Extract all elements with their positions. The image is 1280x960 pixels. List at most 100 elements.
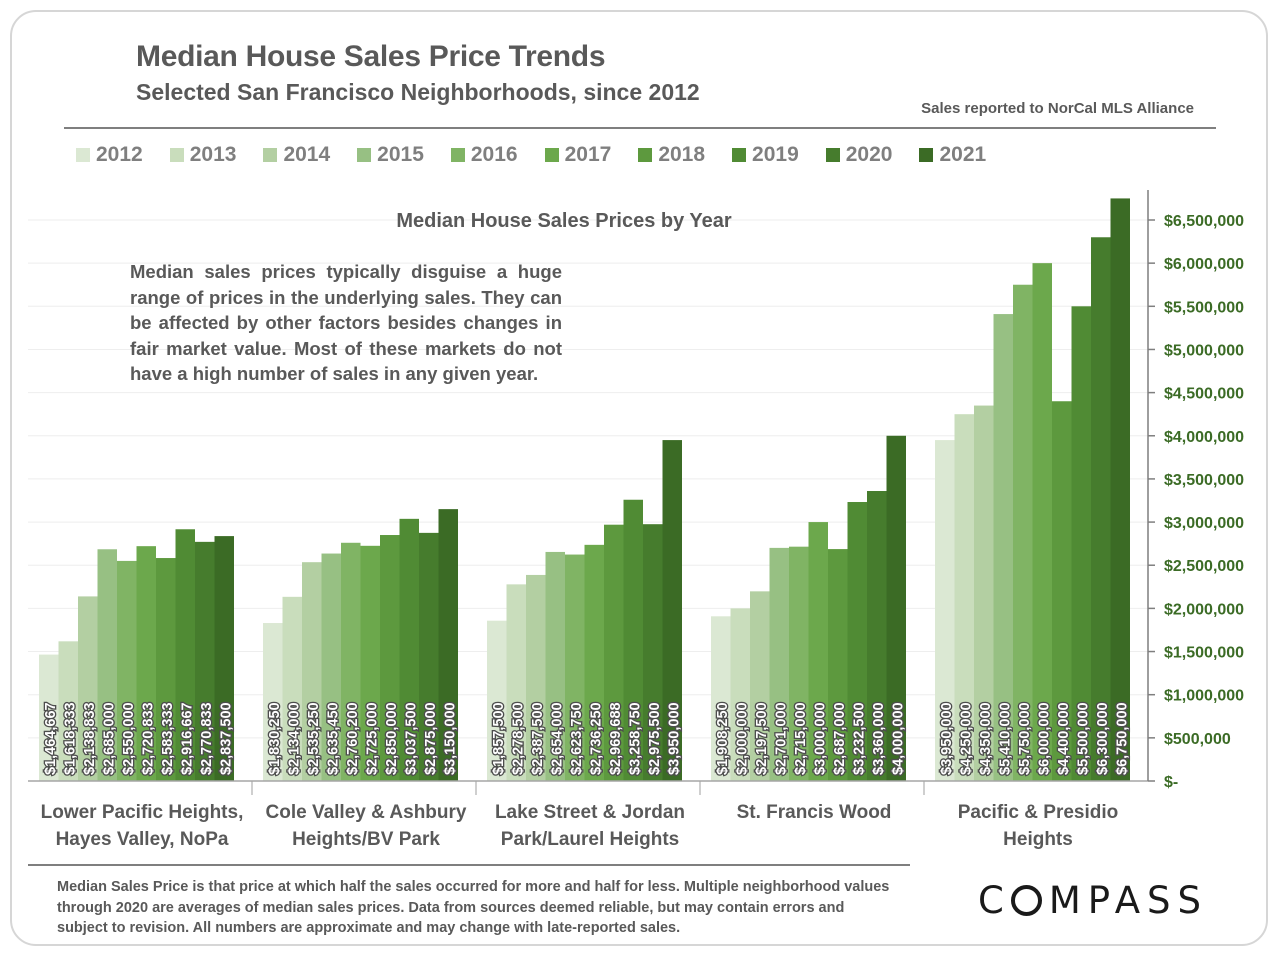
data-label: $3,950,000 (666, 702, 682, 775)
legend-label: 2021 (939, 143, 987, 166)
data-label: $2,720,833 (140, 702, 156, 775)
data-label: $2,975,500 (647, 702, 663, 775)
bar-2012 (487, 620, 507, 781)
data-label: $2,715,000 (793, 702, 809, 775)
bar-2012 (39, 654, 59, 781)
legend-swatch (263, 148, 278, 162)
data-label: $3,150,000 (442, 702, 458, 775)
data-label: $5,410,000 (997, 702, 1013, 775)
y-tick-label: $500,000 (1164, 731, 1231, 748)
legend-item-2015: 2015 (357, 143, 424, 167)
data-label: $3,232,500 (851, 702, 867, 775)
data-label: $2,623,750 (569, 702, 585, 775)
legend-label: 2019 (752, 143, 799, 166)
bar-2019 (399, 518, 419, 781)
bar-2017 (1032, 263, 1052, 782)
data-label: $2,770,833 (199, 702, 215, 775)
data-label: $2,837,500 (218, 702, 234, 775)
chart-title: Median House Sales Prices by Year (396, 210, 732, 232)
legend-label: 2017 (564, 143, 612, 166)
bar-2021 (214, 536, 234, 781)
bar-2014 (78, 596, 98, 781)
legend-item-2013: 2013 (169, 143, 237, 167)
bar-2018 (380, 535, 400, 781)
bar-2019 (175, 529, 195, 781)
bar-2012 (935, 440, 955, 781)
bar-2018 (828, 549, 848, 781)
bar-2016 (117, 560, 137, 781)
data-label: $3,037,500 (403, 702, 419, 775)
footnote: Median Sales Price is that price at whic… (57, 879, 890, 936)
data-label: $2,583,333 (160, 702, 176, 775)
legend-item-2018: 2018 (638, 143, 705, 167)
x-tick-label: Lower Pacific Heights, (41, 802, 244, 823)
data-label: $4,250,000 (958, 702, 974, 775)
bar-2016 (565, 554, 585, 781)
legend-item-2016: 2016 (450, 143, 518, 167)
y-tick-label: $6,500,000 (1164, 213, 1244, 230)
y-tick-label: $1,500,000 (1164, 645, 1244, 662)
data-label: $4,000,000 (890, 702, 906, 775)
legend-label: 2013 (189, 143, 237, 166)
top-divider (64, 127, 1216, 129)
legend-swatch (732, 148, 747, 162)
bar-2015 (545, 551, 565, 781)
legend-label: 2015 (377, 143, 424, 166)
bar-2015 (97, 549, 117, 781)
data-label: $2,916,667 (179, 702, 195, 775)
legend-swatch (76, 148, 90, 162)
source-note: Sales reported to NorCal MLS Alliance (921, 100, 1194, 117)
bar-2017 (808, 522, 828, 781)
bar-2013 (58, 641, 78, 781)
legend-item-2014: 2014 (263, 143, 330, 167)
logo-o-ring-icon (1010, 885, 1042, 916)
bar-2018 (604, 524, 624, 781)
legend-swatch (450, 148, 465, 162)
y-tick-label: $1,000,000 (1164, 688, 1244, 705)
data-label: $2,687,000 (832, 702, 848, 775)
data-label: $2,736,250 (588, 702, 604, 775)
data-label: $1,464,667 (43, 702, 59, 775)
data-label: $2,000,000 (734, 702, 750, 775)
data-label: $4,350,000 (978, 702, 994, 775)
compass-logo: C MPASS (978, 879, 1208, 922)
bar-2013 (730, 608, 750, 781)
data-label: $2,654,000 (549, 702, 565, 775)
data-label: $3,258,750 (627, 702, 643, 775)
chart-annotation: Median sales prices typically disguise a… (130, 261, 562, 384)
legend-item-2017: 2017 (544, 143, 612, 167)
x-tick-label: Heights/BV Park (292, 829, 440, 850)
bottom-divider (28, 864, 910, 866)
bar-2014 (974, 405, 994, 781)
bar-2018 (1052, 401, 1072, 781)
data-label: $2,278,500 (510, 702, 526, 775)
legend-swatch (357, 148, 372, 162)
data-label: $6,300,000 (1095, 702, 1111, 775)
y-tick-label: $2,000,000 (1164, 601, 1244, 618)
bar-2015 (769, 547, 789, 781)
data-label: $5,750,000 (1017, 702, 1033, 775)
legend-swatch (919, 148, 934, 162)
y-tick-label: $- (1164, 774, 1178, 791)
data-label: $2,387,500 (530, 702, 546, 775)
bar-2016 (341, 542, 361, 781)
bar-2021 (1110, 198, 1130, 781)
x-tick-label: Lake Street & Jordan (495, 802, 685, 823)
data-label: $2,134,000 (286, 702, 302, 775)
y-tick-label: $6,000,000 (1164, 256, 1244, 273)
data-label: $2,685,000 (101, 702, 117, 775)
legend-label: 2018 (658, 143, 706, 166)
y-tick-label: $5,500,000 (1164, 299, 1244, 316)
data-label: $6,750,000 (1114, 702, 1130, 775)
y-tick-label: $3,000,000 (1164, 515, 1244, 532)
data-label: $3,000,000 (812, 702, 828, 775)
bar-2021 (662, 440, 682, 781)
data-label: $4,400,000 (1056, 702, 1072, 775)
data-label: $2,969,688 (608, 702, 624, 775)
bar-2014 (526, 574, 546, 781)
x-tick-label: St. Francis Wood (737, 802, 892, 823)
bar-2021 (886, 435, 906, 781)
data-label: $2,635,450 (325, 702, 341, 775)
bar-2017 (360, 545, 380, 781)
